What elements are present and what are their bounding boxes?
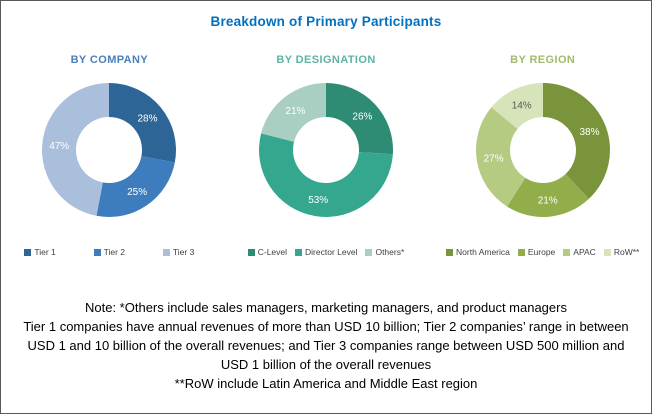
legend-label: RoW** xyxy=(613,247,640,257)
donut-slice-north-america xyxy=(542,83,610,199)
donut-slice-apac xyxy=(475,107,525,207)
legend-swatch-icon xyxy=(295,248,303,256)
donut-chart-by-designation: 26% 53% 21% xyxy=(246,80,406,222)
chart-column-by-designation: BY DESIGNATION 26% 53% 21% C-Level Director… xyxy=(218,29,435,258)
legend-label: Others* xyxy=(375,247,405,257)
chart-title-by-company: BY COMPANY xyxy=(70,54,149,66)
legend-item-north-america: North America xyxy=(446,246,510,258)
chart-column-by-region: BY REGION 38% 21% 27% 14% North America Euro… xyxy=(434,29,651,258)
donut-slice-director-level xyxy=(259,133,393,217)
legend-item-tier-1: Tier 1 xyxy=(24,246,56,258)
legend-label: APAC xyxy=(573,247,596,257)
slice-value-label: 14% xyxy=(511,100,531,111)
legend-swatch-icon xyxy=(446,248,454,256)
note-text-line: USD 1 billion of the overall revenues xyxy=(220,357,432,372)
legend-label: Europe xyxy=(527,247,556,257)
slice-value-label: 21% xyxy=(537,195,557,206)
chart-title-by-designation: BY DESIGNATION xyxy=(276,54,376,66)
legend-label: C-Level xyxy=(257,247,288,257)
legend-swatch-icon xyxy=(563,248,571,256)
legend-item-tier-3: Tier 3 xyxy=(162,246,195,258)
legend-by-company: Tier 1 Tier 2 Tier 3 xyxy=(24,246,194,258)
legend-swatch-icon xyxy=(24,248,32,256)
chart-title-by-region: BY REGION xyxy=(510,54,576,66)
donut-svg: 28% 25% 47% xyxy=(42,83,177,217)
chart-column-by-company: BY COMPANY 28% 25% 47% Tier 1 Tier 2 Tier 3 xyxy=(1,29,218,258)
slice-value-label: 21% xyxy=(285,106,305,117)
note-text-line: **RoW include Latin America and Middle E… xyxy=(174,376,478,391)
legend-by-region: North America Europe APAC RoW** xyxy=(442,246,643,258)
legend-item-row-: RoW** xyxy=(603,246,640,258)
legend-label: Tier 1 xyxy=(34,247,56,257)
legend-by-designation: C-Level Director Level Others* xyxy=(244,246,409,258)
donut-slice-c-level xyxy=(326,83,394,155)
slice-value-label: 25% xyxy=(127,187,147,198)
note-text-line: USD 1 and 10 billion of the overall reve… xyxy=(27,338,625,353)
slice-value-label: 28% xyxy=(138,114,158,125)
slice-value-label: 27% xyxy=(483,153,503,164)
legend-swatch-icon xyxy=(93,248,101,256)
legend-swatch-icon xyxy=(365,248,373,256)
legend-label: Tier 2 xyxy=(103,247,126,257)
donut-chart-by-company: 28% 25% 47% xyxy=(29,80,189,222)
legend-swatch-icon xyxy=(603,248,611,256)
legend-swatch-icon xyxy=(247,248,255,256)
legend-item-tier-2: Tier 2 xyxy=(93,246,126,258)
donut-slice-europe xyxy=(506,174,589,217)
legend-swatch-icon xyxy=(517,248,525,256)
legend-label: Tier 3 xyxy=(172,247,195,257)
legend-label: Director Level xyxy=(305,247,358,257)
note-text-line: Tier 1 companies have annual revenues of… xyxy=(23,319,629,334)
slice-value-label: 26% xyxy=(352,111,372,122)
charts-row: BY COMPANY 28% 25% 47% Tier 1 Tier 2 Tier 3 … xyxy=(1,29,651,258)
donut-svg: 26% 53% 21% xyxy=(259,83,394,217)
legend-item-director-level: Director Level xyxy=(295,246,357,258)
legend-item-apac: APAC xyxy=(563,246,596,258)
donut-slice-others- xyxy=(261,83,326,142)
donut-slice-row- xyxy=(491,83,543,129)
slice-value-label: 53% xyxy=(308,195,328,206)
notes-block: Note: *Others include sales managers, ma… xyxy=(1,298,651,393)
legend-swatch-icon xyxy=(162,248,170,256)
donut-slice-tier-2 xyxy=(96,156,176,217)
donut-slice-tier-3 xyxy=(42,83,110,216)
figure-title: Breakdown of Primary Participants xyxy=(210,14,442,29)
donut-slice-tier-1 xyxy=(109,83,177,163)
legend-item-c-level: C-Level xyxy=(247,246,288,258)
donut-svg: 38% 21% 27% 14% xyxy=(475,83,610,217)
slice-value-label: 38% xyxy=(579,127,599,138)
legend-item-others-: Others* xyxy=(365,246,404,258)
donut-chart-by-region: 38% 21% 27% 14% xyxy=(463,80,623,222)
slice-value-label: 47% xyxy=(50,141,70,152)
note-text-line: Note: *Others include sales managers, ma… xyxy=(85,300,567,315)
legend-label: North America xyxy=(456,247,510,257)
legend-item-europe: Europe xyxy=(517,246,556,258)
